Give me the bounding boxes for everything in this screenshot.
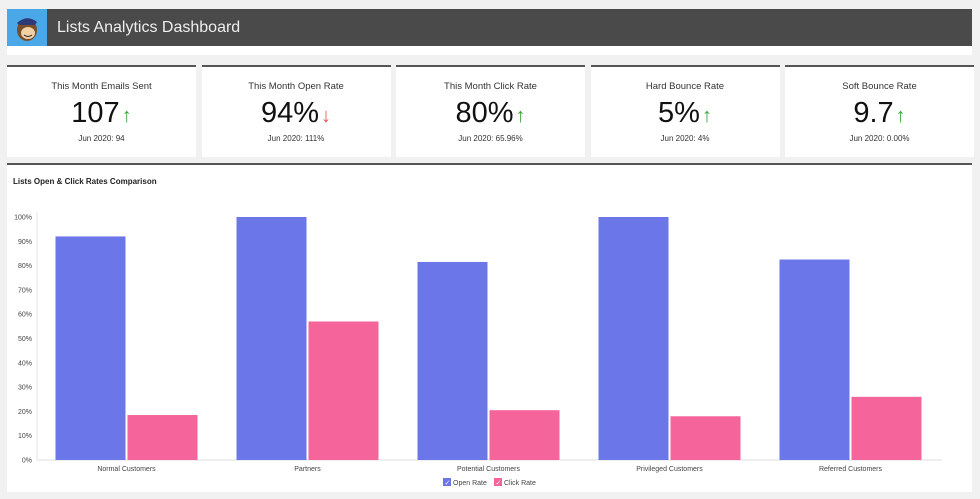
kpi-card: This Month Emails Sent 107 ↑ Jun 2020: 94 <box>7 65 196 157</box>
trend-up-arrow-icon: ↑ <box>701 105 712 127</box>
kpi-value: 80% <box>455 97 514 129</box>
trend-up-arrow-icon: ↑ <box>121 105 132 127</box>
kpi-value: 9.7 <box>853 97 894 129</box>
kpi-label: Soft Bounce Rate <box>842 81 917 92</box>
y-tick-label: 50% <box>18 336 32 343</box>
y-tick-label: 60% <box>18 312 32 319</box>
open-rate-bar[interactable] <box>55 236 126 460</box>
click-rate-bar[interactable] <box>489 410 560 460</box>
chart-panel: Lists Open & Click Rates Comparison 0% 10… <box>7 163 972 492</box>
kpi-value: 5% <box>658 97 700 129</box>
click-rate-bar[interactable] <box>127 415 198 460</box>
kpi-label: This Month Emails Sent <box>51 81 152 92</box>
page-title: Lists Analytics Dashboard <box>57 18 241 36</box>
open-rate-bar[interactable] <box>417 261 488 460</box>
kpi-value: 94% <box>260 97 320 129</box>
kpi-label: Hard Bounce Rate <box>645 81 725 92</box>
y-tick-label: 40% <box>18 360 32 367</box>
mailchimp-logo-icon <box>7 9 47 46</box>
click-rate-bar[interactable] <box>851 396 922 460</box>
open-rate-bar[interactable] <box>598 217 669 460</box>
y-tick-label: 0% <box>22 458 32 465</box>
x-tick-label: Partners <box>294 466 321 473</box>
kpi-previous: Jun 2020: 0.00% <box>849 134 910 143</box>
x-tick-label: Potential Customers <box>457 466 521 473</box>
kpi-card: Hard Bounce Rate 5% ↑ Jun 2020: 4% <box>590 65 780 157</box>
legend-label[interactable]: Open Rate <box>453 480 487 487</box>
y-tick-label: 80% <box>18 263 32 270</box>
bar-chart: 0% 10% 20% 30% 40% 50% 60% 70% 80% 90% 100% Normal … <box>14 212 942 487</box>
kpi-previous: Jun 2020: 4% <box>660 134 710 143</box>
trend-down-arrow-icon: ↓ <box>321 105 332 127</box>
kpi-value: 107 <box>71 97 120 129</box>
trend-up-arrow-icon: ↑ <box>515 105 526 127</box>
legend-label[interactable]: Click Rate <box>504 480 536 487</box>
check-icon: ✓ <box>496 480 502 487</box>
trend-up-arrow-icon: ↑ <box>895 105 906 127</box>
chart-title: Lists Open & Click Rates Comparison <box>13 177 157 186</box>
y-tick-label: 10% <box>18 433 32 440</box>
open-rate-legend-checkbox[interactable] <box>443 478 451 486</box>
kpi-previous: Jun 2020: 111% <box>267 134 325 143</box>
kpi-previous: Jun 2020: 94 <box>78 134 125 143</box>
open-rate-bar[interactable] <box>236 217 307 460</box>
y-tick-label: 30% <box>18 385 32 392</box>
kpi-card: Soft Bounce Rate 9.7 ↑ Jun 2020: 0.00% <box>785 65 974 157</box>
y-tick-label: 100% <box>14 215 32 222</box>
kpi-label: This Month Open Rate <box>248 81 344 92</box>
kpi-previous: Jun 2020: 65.96% <box>458 134 523 143</box>
y-tick-label: 20% <box>18 409 32 416</box>
y-tick-label: 70% <box>18 287 32 294</box>
x-tick-label: Privileged Customers <box>636 466 703 473</box>
x-tick-label: Normal Customers <box>97 466 156 473</box>
click-rate-legend-checkbox[interactable] <box>494 478 502 486</box>
click-rate-bar[interactable] <box>670 416 741 460</box>
header-bar: Lists Analytics Dashboard <box>7 9 972 46</box>
x-tick-label: Referred Customers <box>819 466 883 473</box>
kpi-label: This Month Click Rate <box>444 81 537 92</box>
kpi-card: This Month Click Rate 80% ↑ Jun 2020: 65.… <box>396 65 585 157</box>
header-strip <box>7 46 972 55</box>
y-tick-label: 90% <box>18 239 32 246</box>
open-rate-bar[interactable] <box>779 259 850 460</box>
check-icon: ✓ <box>445 480 451 487</box>
click-rate-bar[interactable] <box>308 321 379 460</box>
kpi-card: This Month Open Rate 94% ↓ Jun 2020: 111% <box>201 65 391 157</box>
